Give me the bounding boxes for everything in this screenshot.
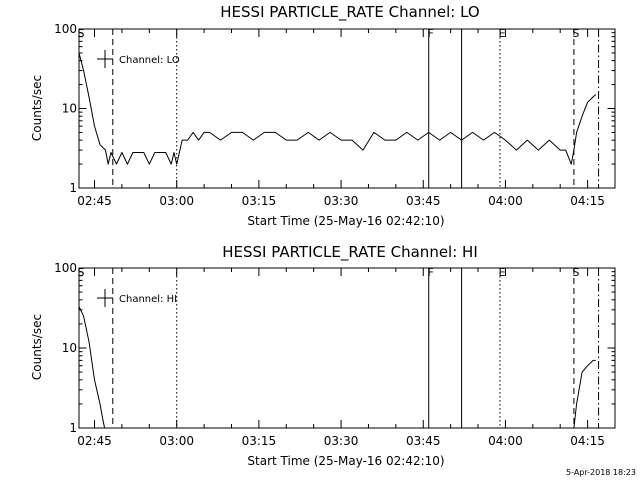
event-marker-label: F: [428, 266, 434, 279]
x-tick-label: 03:00: [159, 194, 194, 208]
x-tick-label: 03:30: [324, 194, 359, 208]
event-marker-label: S: [572, 27, 579, 40]
event-marker-label: F: [428, 27, 434, 40]
x-tick-label: 03:45: [406, 194, 441, 208]
x-tick-label: 03:45: [406, 434, 441, 448]
y-tick-label: 10: [62, 102, 77, 116]
event-marker-label: S: [78, 27, 85, 40]
x-tick-label: 04:15: [570, 194, 605, 208]
y-tick-label: 100: [54, 22, 77, 36]
y-axis-label: Counts/sec: [30, 75, 44, 141]
legend-label: Channel: HI: [119, 294, 177, 305]
event-marker-label: E: [498, 27, 505, 40]
panel-title: HESSI PARTICLE_RATE Channel: LO: [220, 3, 479, 22]
x-tick-label: 03:00: [159, 434, 194, 448]
y-tick-label: 100: [54, 261, 77, 275]
x-axis-label: Start Time (25-May-16 02:42:10): [247, 454, 444, 468]
series-line: [78, 52, 597, 165]
hi-channel-panel: HESSI PARTICLE_RATE Channel: HI Counts/s…: [30, 243, 616, 468]
series-line: [573, 359, 596, 429]
x-tick-label: 03:30: [324, 434, 359, 448]
event-marker-label: S: [78, 266, 85, 279]
x-tick-label: 04:00: [488, 434, 523, 448]
event-marker-label: E: [498, 266, 505, 279]
x-tick-label: 04:15: [570, 434, 605, 448]
x-axis-label: Start Time (25-May-16 02:42:10): [247, 214, 444, 228]
panel-title: HESSI PARTICLE_RATE Channel: HI: [222, 243, 478, 262]
x-tick-label: 02:45: [77, 434, 112, 448]
x-tick-label: 02:45: [77, 194, 112, 208]
lo-channel-panel: HESSI PARTICLE_RATE Channel: LO Counts/s…: [30, 3, 616, 228]
y-axis-label: Counts/sec: [30, 314, 44, 380]
plot-frame: [78, 267, 616, 429]
y-tick-label: 1: [69, 421, 77, 435]
generation-timestamp: 5-Apr-2018 18:23: [566, 468, 636, 477]
x-tick-label: 04:00: [488, 194, 523, 208]
x-tick-label: 03:15: [242, 434, 277, 448]
x-tick-label: 03:15: [242, 194, 277, 208]
y-tick-label: 1: [69, 181, 77, 195]
y-tick-label: 10: [62, 341, 77, 355]
series-line: [78, 306, 106, 429]
plot-frame: [78, 28, 616, 189]
legend-label: Channel: LO: [119, 55, 180, 66]
event-marker-label: S: [572, 266, 579, 279]
